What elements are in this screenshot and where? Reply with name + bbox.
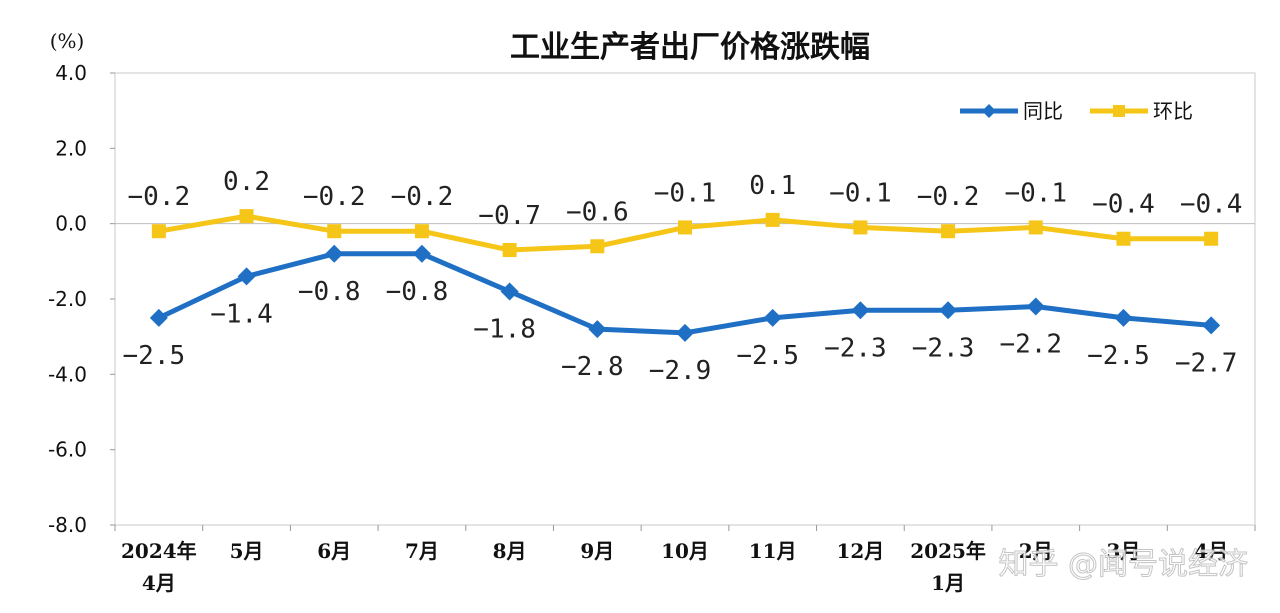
x-tick-label: 12月 <box>836 539 884 563</box>
data-label: −2.3 <box>912 333 975 363</box>
yoy-point <box>1202 316 1221 335</box>
data-label: −2.3 <box>824 333 887 363</box>
yoy-point <box>939 301 958 320</box>
yoy-point <box>149 308 168 327</box>
yoy-point <box>1026 297 1045 316</box>
data-label: −0.2 <box>303 182 366 212</box>
y-tick-label: 4.0 <box>55 61 87 85</box>
legend-item-yoy: 同比 <box>960 99 1063 123</box>
yoy-point <box>676 323 694 342</box>
legend-marker-mom <box>1113 105 1125 117</box>
mom-point <box>151 224 166 239</box>
y-tick-label: 2.0 <box>55 136 87 160</box>
mom-point <box>327 224 342 239</box>
data-label: −1.4 <box>210 299 273 329</box>
data-label: −0.2 <box>391 182 454 212</box>
mom-point <box>239 209 254 224</box>
legend-label-mom: 环比 <box>1153 99 1193 123</box>
x-tick-label: 8月 <box>493 539 527 563</box>
yoy-point <box>763 308 782 327</box>
mom-point <box>1116 231 1131 246</box>
data-label: 0.1 <box>749 171 796 201</box>
mom-point <box>590 239 605 254</box>
x-tick-label: 11月 <box>749 539 797 563</box>
y-tick-label: 0.0 <box>55 212 87 236</box>
data-label: −0.1 <box>1004 178 1067 208</box>
x-tick-label: 7月 <box>405 539 439 563</box>
x-tick-label: 5月 <box>230 539 264 563</box>
y-tick-label: -8.0 <box>48 513 87 537</box>
x-tick-label: 2月 <box>1019 539 1053 563</box>
y-axis-unit: (%) <box>50 29 85 53</box>
data-label: 0.2 <box>223 167 270 197</box>
yoy-point <box>325 244 344 263</box>
legend-marker-yoy <box>982 104 996 118</box>
data-labels: −2.5 −1.4 −0.8 −0.8 −1.8 −2.8 −2.9 −2.5 −2.3 −2.3… <box>123 167 1243 386</box>
data-label: −2.5 <box>123 341 186 371</box>
legend-label-yoy: 同比 <box>1023 99 1063 123</box>
data-label: −0.4 <box>1092 190 1155 220</box>
data-label: −0.7 <box>478 201 541 231</box>
data-label: −0.2 <box>128 182 191 212</box>
x-tick-label: 3月 <box>1107 539 1141 563</box>
legend: 同比 环比 <box>960 99 1193 123</box>
data-label: −1.8 <box>473 314 536 344</box>
watermark-text: 知乎 @闻号说经济 <box>998 547 1248 582</box>
yoy-point <box>588 320 607 339</box>
mom-point <box>1204 231 1219 246</box>
mom-point <box>414 224 429 239</box>
yoy-point <box>412 244 431 263</box>
data-label: −0.8 <box>298 277 361 307</box>
x-tick-label: 4月 <box>142 571 176 595</box>
series-layer <box>149 209 1221 342</box>
y-tick-label: -4.0 <box>48 362 87 386</box>
yoy-point <box>851 301 870 320</box>
x-tick-label: 2024年 <box>121 539 197 563</box>
data-label: −2.8 <box>561 352 624 382</box>
data-label: −2.9 <box>649 356 712 386</box>
yoy-point <box>500 282 519 301</box>
x-tick-label: 9月 <box>580 539 614 563</box>
data-label: −0.6 <box>566 197 629 227</box>
data-label: −0.2 <box>917 182 980 212</box>
data-label: −0.4 <box>1180 190 1243 220</box>
plot-area <box>114 72 1256 526</box>
x-tick-label: 2025年 <box>910 539 986 563</box>
legend-item-mom: 环比 <box>1090 99 1193 123</box>
y-tick-label: -6.0 <box>48 438 87 462</box>
data-label: −2.7 <box>1175 348 1238 378</box>
mom-point <box>1028 220 1043 235</box>
mom-point <box>765 212 780 227</box>
mom-point <box>502 243 517 258</box>
data-label: −0.1 <box>829 178 892 208</box>
y-axis-ticks: 4.0 2.0 0.0 -2.0 -4.0 -6.0 -8.0 <box>48 61 115 537</box>
x-tick-label: 6月 <box>317 539 351 563</box>
mom-point <box>678 220 692 235</box>
data-label: −2.5 <box>1087 341 1150 371</box>
x-tick-label: 10月 <box>661 539 709 563</box>
yoy-point <box>1114 308 1133 327</box>
data-label: −0.1 <box>654 178 717 208</box>
data-label: −2.5 <box>736 341 799 371</box>
x-tick-label: 1月 <box>931 571 965 595</box>
mom-point <box>941 224 956 239</box>
data-label: −2.2 <box>999 330 1062 360</box>
x-tick-label: 4月 <box>1194 539 1228 563</box>
y-tick-label: -2.0 <box>48 287 87 311</box>
chart-title: 工业生产者出厂价格涨跌幅 <box>510 30 870 65</box>
x-axis-ticks: 2024年 4月 5月 6月 7月 8月 9月 10月 11月 12月 2025年 1月 2月 3月 4月 <box>114 525 1256 595</box>
data-label: −0.8 <box>386 277 449 307</box>
yoy-point <box>237 267 256 286</box>
mom-point <box>853 220 868 235</box>
